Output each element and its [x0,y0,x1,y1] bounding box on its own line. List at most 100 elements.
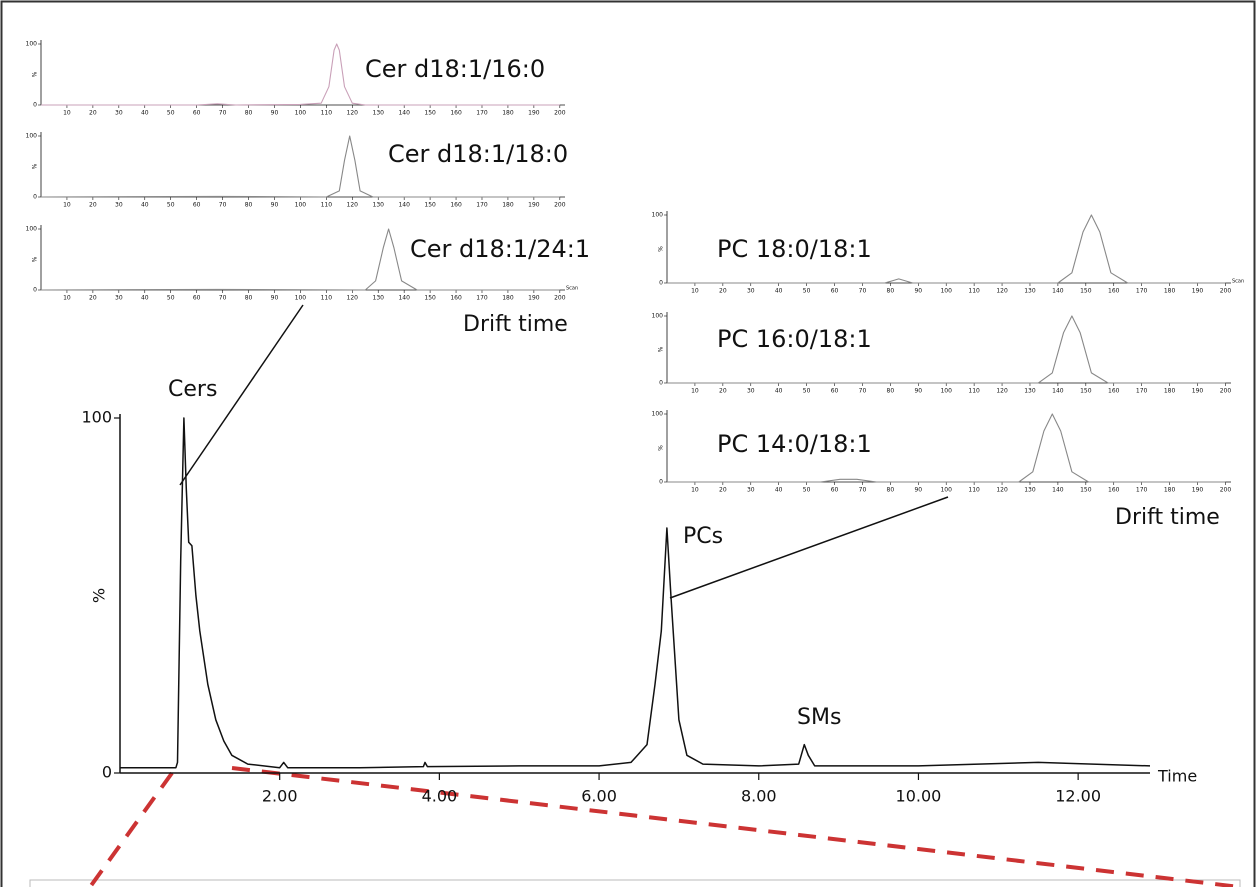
x-tick-label: 10 [63,110,71,117]
x-tick-label: 160 [450,202,462,209]
x-tick-label: 120 [347,202,359,209]
x-tick-label: 150 [424,202,436,209]
x-tick-label: 30 [747,288,755,295]
x-tick-label: 150 [424,295,436,302]
x-tick-label: 170 [476,202,488,209]
x-tick-label: 190 [528,202,540,209]
leader-line [179,304,304,486]
x-tick-label: 80 [245,110,253,117]
x-tick-label: 180 [1164,288,1176,295]
x-tick-label: 40 [141,295,149,302]
y-axis-label: % [32,163,39,169]
x-tick-label: 130 [373,110,385,117]
x-axis-label: Time [1157,767,1197,786]
x-axis-label: Drift time [1115,505,1220,530]
x-tick-label: 140 [1052,288,1064,295]
x-tick-label: 160 [1108,288,1120,295]
x-tick-label: 50 [167,202,175,209]
x-tick-label: 20 [89,295,97,302]
x-tick-label: 180 [502,110,514,117]
y-tick-label: 100 [81,408,112,427]
x-tick-label: 140 [1052,388,1064,395]
x-tick-label: 20 [719,388,727,395]
x-tick-label: 170 [1136,487,1148,494]
x-tick-label: 60 [193,110,201,117]
x-tick-label: 130 [1024,487,1036,494]
x-tick-label: 180 [502,295,514,302]
x-tick-label: 190 [1192,288,1204,295]
x-tick-label: 50 [803,288,811,295]
x-tick-label: 190 [528,110,540,117]
x-tick-label: 50 [803,487,811,494]
x-tick-label: 50 [167,110,175,117]
y-tick-label: 0 [33,102,37,109]
x-tick-label: 110 [321,110,333,117]
y-tick-label: 0 [659,280,663,287]
x-tick-label: 140 [398,295,410,302]
x-tick-label: 200 [554,202,566,209]
x-tick-label: 80 [887,388,895,395]
x-tick-label: 190 [1192,487,1204,494]
x-tick-label: 60 [831,288,839,295]
x-tick-label: 120 [347,110,359,117]
x-tick-label: 60 [831,487,839,494]
x-tick-label: 100 [940,288,952,295]
x-tick-label: 130 [373,202,385,209]
peak-label: Cers [168,377,217,402]
y-tick-label: 0 [659,380,663,387]
y-tick-label: 0 [102,763,112,782]
y-tick-label: 100 [26,133,38,140]
y-tick-label: 100 [652,313,664,320]
x-tick-label: 20 [719,487,727,494]
y-axis-label: % [658,246,665,252]
x-tick-label: 140 [398,110,410,117]
x-tick-label: 10 [691,288,699,295]
y-axis-label: % [658,346,665,352]
x-tick-label: 70 [219,110,227,117]
x-tick-label: 100 [940,388,952,395]
x-tick-label: 150 [1080,487,1092,494]
x-tick-label: 90 [271,110,279,117]
x-tick-label: 200 [1220,487,1232,494]
x-tick-label: 110 [968,288,980,295]
x-tick-label: 100 [295,110,307,117]
x-tick-label: 110 [968,388,980,395]
y-tick-label: 100 [26,41,38,48]
x-tick-label: 90 [914,288,922,295]
x-tick-label: 40 [775,487,783,494]
trace-title: Cer d18:1/24:1 [410,235,590,263]
x-tick-label: 180 [1164,487,1176,494]
x-tick-label: 100 [940,487,952,494]
x-tick-label: 90 [271,202,279,209]
x-tick-label: 70 [859,388,867,395]
x-tick-label: 8.00 [741,787,777,806]
zoom-line [231,766,1241,887]
x-tick-label: 170 [1136,388,1148,395]
x-tick-label: 60 [193,202,201,209]
scan-label: Scan [566,286,578,292]
zoom-line [88,771,174,887]
x-tick-label: 40 [775,288,783,295]
x-tick-label: 190 [1192,388,1204,395]
x-tick-label: 40 [775,388,783,395]
curve [41,43,560,106]
x-tick-label: 160 [1108,388,1120,395]
x-tick-label: 20 [89,202,97,209]
x-tick-label: 150 [424,110,436,117]
y-axis-label: % [32,71,39,77]
x-tick-label: 120 [996,487,1008,494]
x-tick-label: 10 [691,388,699,395]
x-tick-label: 70 [859,487,867,494]
y-axis-label: % [90,588,109,603]
y-axis-label: % [32,256,39,262]
x-tick-label: 170 [476,295,488,302]
x-tick-label: 40 [141,202,149,209]
x-tick-label: 180 [1164,388,1176,395]
x-tick-label: 70 [219,295,227,302]
x-tick-label: 120 [996,388,1008,395]
x-tick-label: 110 [321,202,333,209]
x-tick-label: 130 [1024,288,1036,295]
x-tick-label: 160 [450,110,462,117]
